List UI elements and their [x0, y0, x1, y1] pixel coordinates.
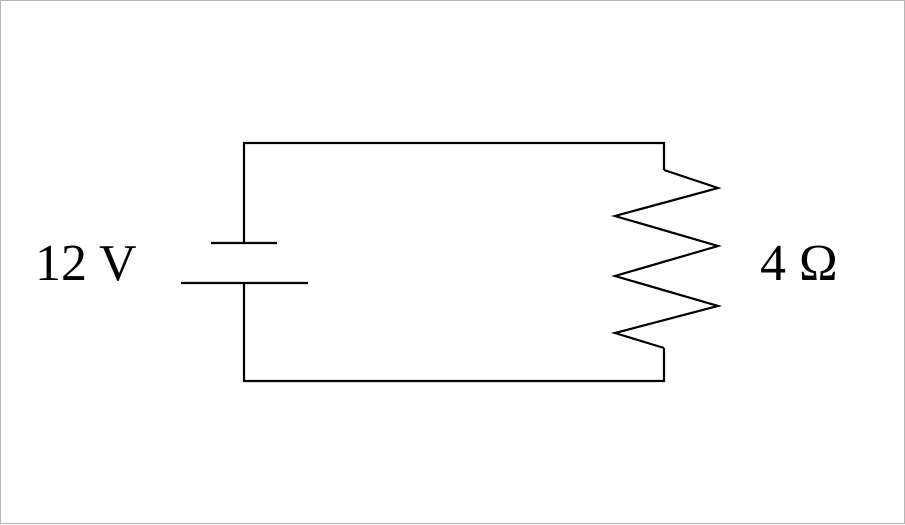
battery-voltage-label: 12 V [35, 235, 137, 292]
resistor-value-label: 4 Ω [760, 235, 838, 292]
bottom-wire [242, 283, 666, 383]
resistor-zigzag [610, 168, 723, 350]
top-wire [242, 141, 666, 243]
